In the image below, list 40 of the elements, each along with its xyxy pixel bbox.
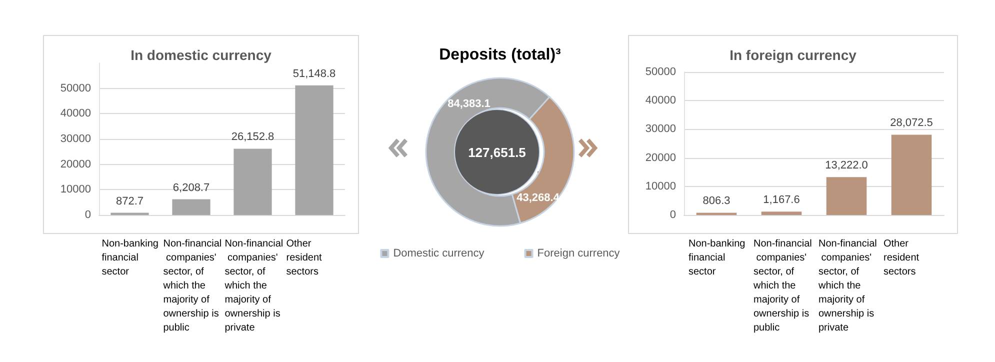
y-tick-label: 20000 xyxy=(645,152,676,164)
chart-title: In domestic currency xyxy=(130,47,272,63)
data-label: 51,148.8 xyxy=(292,68,336,80)
data-label: 28,072.5 xyxy=(890,117,933,130)
data-label: 26,152.8 xyxy=(231,131,274,144)
legend-label: Domestic currency xyxy=(393,248,485,260)
y-tick-label: 40000 xyxy=(645,94,676,107)
x-tick-label: Non-financial companies' sector, of which the majority of ownership is private xyxy=(224,238,284,334)
chart-title: In foreign currency xyxy=(730,47,857,63)
x-tick-label: Non-financial companies' sector, of which the majority of ownership is public xyxy=(752,238,812,334)
bar xyxy=(295,85,334,215)
y-tick-label: 50000 xyxy=(60,82,91,94)
y-tick-label: 10000 xyxy=(60,184,91,196)
data-label: 84,383.1 xyxy=(448,98,490,110)
data-label: 806.3 xyxy=(702,195,730,208)
data-label: 872.7 xyxy=(116,195,144,208)
y-tick-label: 50000 xyxy=(645,66,676,78)
x-tick-label: Other resident sectors xyxy=(286,238,325,278)
y-tick-label: 0 xyxy=(670,209,676,221)
y-tick-label: 0 xyxy=(84,209,91,221)
bar xyxy=(234,148,272,215)
chart-title: Deposits (total)³ xyxy=(439,46,561,64)
data-label: 6,208.7 xyxy=(172,182,210,194)
y-tick-label: 40000 xyxy=(60,108,91,120)
bar xyxy=(761,212,802,215)
y-tick-label: 30000 xyxy=(60,133,91,145)
bar xyxy=(172,199,210,215)
data-label: 1,167.6 xyxy=(763,194,800,206)
data-label: 13,222.0 xyxy=(825,160,868,172)
x-tick-label: Non-financial companies' sector, of which the majority of ownership is private xyxy=(818,238,877,334)
x-tick-label: Non-financial companies' sector, of which the majority of ownership is public xyxy=(162,238,222,334)
x-tick-label: Non-banking financial sector xyxy=(102,238,162,278)
x-tick-label: Other resident sectors xyxy=(884,238,922,278)
y-tick-label: 20000 xyxy=(60,158,91,170)
bar xyxy=(891,134,932,215)
bar xyxy=(826,177,867,215)
x-tick-label: Non-banking financial sector xyxy=(688,238,748,278)
y-tick-label: 30000 xyxy=(645,123,676,136)
y-tick-label: 10000 xyxy=(645,180,676,192)
legend-label: Foreign currency xyxy=(537,248,620,260)
